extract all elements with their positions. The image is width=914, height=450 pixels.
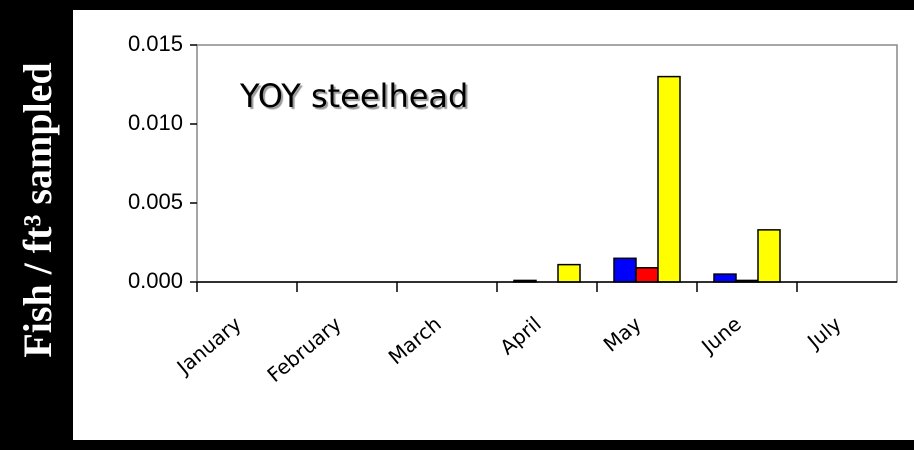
y-tick-label: 0.015 [128,31,183,56]
y-tick-label: 0.000 [128,268,183,293]
annotation: YOY steelhead [239,77,468,115]
y-tick-label: 0.005 [128,189,183,214]
bar [713,273,737,283]
y-axis-label: Fish / ft³ sampled [15,62,60,357]
bar [635,267,659,283]
y-tick-label: 0.010 [128,110,183,135]
bar [557,263,581,283]
bar [657,75,681,283]
chart-area [73,10,914,440]
bar [613,257,637,283]
bar [757,229,781,283]
